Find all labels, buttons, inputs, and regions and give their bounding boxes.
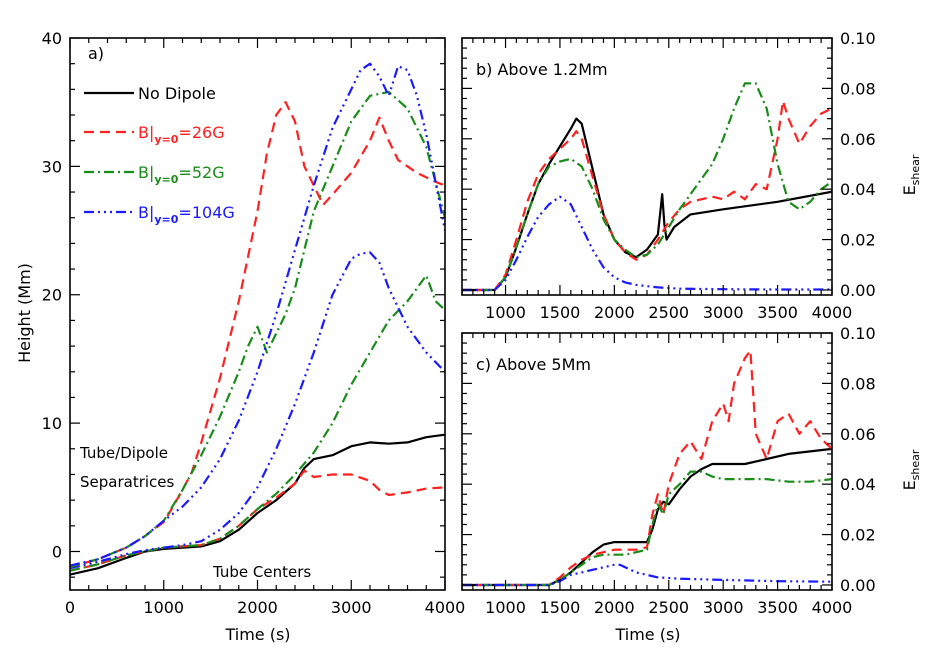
- legend: No Dipole B|y=0=26G B|y=0=52G B|y=0=104G: [84, 84, 235, 226]
- x-tick-label-2-4: 3000: [703, 598, 744, 617]
- x-tick-label-0-4: 4000: [425, 598, 466, 617]
- y-tick-label-0-0: 0: [52, 542, 62, 561]
- x-tick-label-2-2: 2000: [594, 598, 635, 617]
- legend-label-104g: B|y=0=104G: [138, 203, 235, 226]
- x-tick-label-1-6: 4000: [812, 303, 853, 322]
- x-tick-label-2-0: 1000: [485, 598, 526, 617]
- x-tick-label-1-5: 3500: [757, 303, 798, 322]
- x-tick-label-0-0: 0: [65, 598, 75, 617]
- x-tick-label-0-3: 3000: [331, 598, 372, 617]
- series-line-2-0: [462, 447, 832, 587]
- y-tick-label-1-5: 0.10: [840, 29, 876, 48]
- plot-area-1: 1000 1500 2000 2500 3000 3500 4000 0.00 0.02 0.04…: [461, 29, 876, 322]
- plot-area-2: 1000 1500 2000 2500 3000 3500 4000 0.00 0.02 0.04…: [461, 324, 876, 617]
- series-line-0-4: [70, 101, 445, 568]
- y-tick-label-0-2: 20: [42, 286, 62, 305]
- series-line-1-1: [462, 99, 832, 292]
- x-tick-label-2-6: 4000: [812, 598, 853, 617]
- panel-a-height: a) Tube/Dipole Separatrices Tube Centers…: [15, 44, 311, 644]
- series-line-0-2: [70, 274, 445, 572]
- y-tick-label-0-4: 40: [42, 29, 62, 48]
- panel-a-label: a): [88, 44, 104, 63]
- x-tick-label-2-3: 2500: [648, 598, 689, 617]
- x-tick-label-1-0: 1000: [485, 303, 526, 322]
- y-tick-label-0-1: 10: [42, 414, 62, 433]
- plot-area-0: 0 1000 2000 3000 4000 0 10 20 30 40: [42, 29, 466, 617]
- panel-b-shear-above-1-2mm: b) Above 1.2Mm Eshear: [476, 60, 922, 195]
- x-tick-label-1-4: 3000: [703, 303, 744, 322]
- series-line-1-3: [462, 195, 832, 292]
- legend-label-26g: B|y=0=26G: [138, 123, 225, 146]
- x-tick-label-2-5: 3500: [757, 598, 798, 617]
- series-line-2-3: [462, 563, 832, 587]
- y-tick-label-2-3: 0.06: [840, 425, 876, 444]
- panel-a-xlabel: Time (s): [224, 625, 290, 644]
- y-tick-label-1-4: 0.08: [840, 79, 876, 98]
- panel-b-ylabel: Eshear: [900, 154, 922, 195]
- panel-c-label: c) Above 5Mm: [476, 355, 591, 374]
- annotation-separatrices: Separatrices: [80, 473, 175, 491]
- x-tick-label-2-1: 1500: [540, 598, 581, 617]
- series-line-0-6: [70, 62, 445, 567]
- panel-c-ylabel: Eshear: [900, 449, 922, 490]
- y-tick-label-2-1: 0.02: [840, 526, 876, 545]
- x-tick-label-1-1: 1500: [540, 303, 581, 322]
- y-tick-label-1-1: 0.02: [840, 231, 876, 250]
- legend-label-no-dipole: No Dipole: [138, 84, 216, 103]
- series-line-0-3: [70, 251, 445, 570]
- panel-c-shear-above-5mm: c) Above 5Mm Time (s) Eshear: [476, 355, 922, 644]
- x-tick-label-0-2: 2000: [237, 598, 278, 617]
- series-line-2-2: [462, 470, 832, 587]
- y-tick-label-2-5: 0.10: [840, 324, 876, 343]
- y-tick-label-0-3: 30: [42, 157, 62, 176]
- panel-a-ylabel: Height (Mm): [15, 263, 34, 363]
- y-tick-label-1-3: 0.06: [840, 130, 876, 149]
- annotation-tube-dipole: Tube/Dipole: [79, 444, 168, 462]
- x-tick-label-1-3: 2500: [648, 303, 689, 322]
- x-tick-label-0-1: 1000: [143, 598, 184, 617]
- panel-b-label: b) Above 1.2Mm: [476, 60, 608, 79]
- series-line-2-1: [462, 349, 832, 587]
- y-tick-label-2-0: 0.00: [840, 576, 876, 595]
- y-tick-label-2-4: 0.08: [840, 374, 876, 393]
- series-line-1-2: [462, 82, 832, 292]
- x-tick-label-1-2: 2000: [594, 303, 635, 322]
- legend-label-52g: B|y=0=52G: [138, 163, 225, 186]
- y-tick-label-1-2: 0.04: [840, 180, 876, 199]
- panel-c-xlabel: Time (s): [614, 625, 680, 644]
- y-tick-label-2-2: 0.04: [840, 475, 876, 494]
- series-line-0-5: [70, 90, 445, 568]
- y-tick-label-1-0: 0.00: [840, 281, 876, 300]
- annotation-tube-centers: Tube Centers: [212, 563, 311, 581]
- plot-frame-0: [69, 37, 446, 591]
